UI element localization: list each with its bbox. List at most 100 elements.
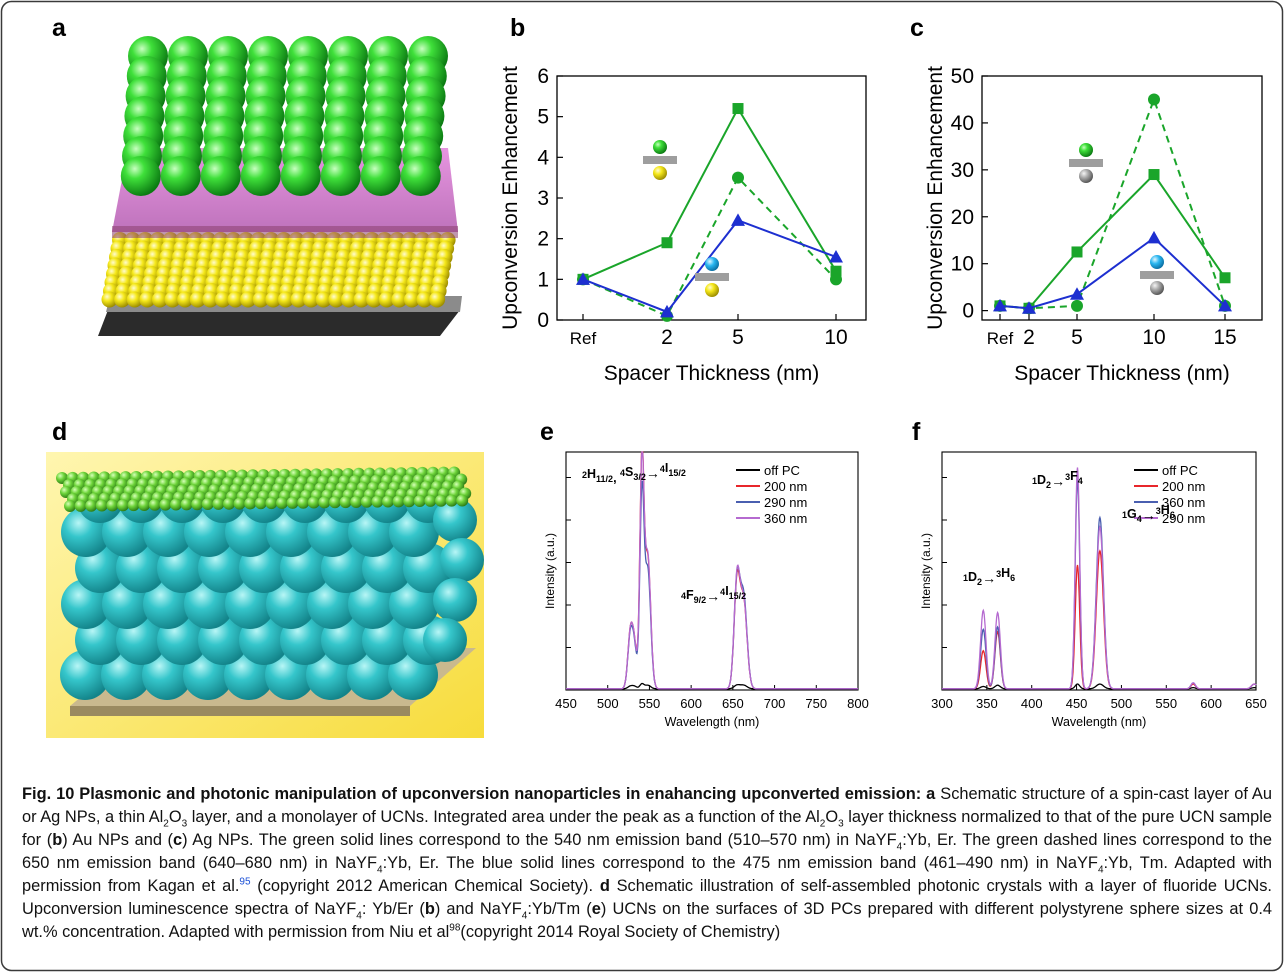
ucn-nanoparticle xyxy=(74,499,87,512)
polystyrene-sphere xyxy=(433,498,477,542)
ucn-nanoparticle xyxy=(360,495,373,508)
caption-part: a xyxy=(921,785,936,803)
transition-label-part: S xyxy=(625,465,633,479)
legend-label: 290 nm xyxy=(1162,511,1205,526)
spectrum-line-0 xyxy=(566,682,858,690)
gold-nanoparticle xyxy=(277,291,294,308)
schematic-plasmonic-stack xyxy=(98,36,462,336)
gold-nanoparticle xyxy=(101,291,118,308)
ucn-nanoparticle xyxy=(435,494,447,507)
data-point-square xyxy=(830,265,842,277)
caption-part: Schematic structure of a spin-cast layer… xyxy=(22,785,1272,826)
gold-nanoparticle xyxy=(139,291,156,308)
caption-part: (copyright 2014 Royal Society of Chemist… xyxy=(460,923,781,941)
x-tick-label: Ref xyxy=(987,329,1014,348)
caption-part: 3 xyxy=(181,818,188,830)
y-axis-label: Upconversion Enhancement xyxy=(924,66,947,330)
transition-label-part: → xyxy=(1051,473,1065,489)
x-tick-label: 450 xyxy=(1066,696,1088,711)
ucn-nanoparticle xyxy=(138,498,151,511)
alumina-layer-edge xyxy=(112,226,458,238)
transition-label-part: , xyxy=(613,471,620,485)
transition-label-part: I xyxy=(665,461,668,475)
ucn-nanoparticle xyxy=(170,498,182,511)
caption-part: 4 xyxy=(896,841,903,853)
caption-part: ) Au NPs and ( xyxy=(62,831,173,849)
data-point-square xyxy=(1219,272,1231,284)
y-tick-label: 50 xyxy=(951,65,974,88)
transition-label-part: 2 xyxy=(1046,480,1051,490)
y-tick-label: 40 xyxy=(951,112,974,135)
x-tick-label: 450 xyxy=(555,696,577,711)
y-tick-label: 5 xyxy=(537,106,549,129)
y-axis-label: Intensity (a.u.) xyxy=(919,533,933,609)
data-point-triangle xyxy=(576,272,590,285)
panel-letter-b: b xyxy=(510,14,525,42)
gold-nanoparticle xyxy=(126,291,143,308)
ucn-nanoparticle xyxy=(329,496,341,509)
caption-part: O xyxy=(825,808,839,826)
polystyrene-sphere xyxy=(433,578,477,622)
ucn-nanoparticle xyxy=(160,156,201,196)
icon-emitter-sphere xyxy=(1079,143,1093,157)
caption-part: O xyxy=(168,808,182,826)
transition-label-part: 2 xyxy=(977,577,982,587)
transition-label-part: D xyxy=(1037,473,1046,487)
chart-c-ag-enhancement: 0 10 20 30 40 50 Ref 2 5 10 15 Spacer Thickness (nm… xyxy=(924,65,1263,385)
gold-nanoparticle xyxy=(252,291,269,308)
x-tick-label: 600 xyxy=(680,696,702,711)
x-tick-label: Ref xyxy=(570,329,597,348)
caption-part: d xyxy=(593,877,610,895)
x-axis-label: Spacer Thickness (nm) xyxy=(604,362,820,385)
caption-part: 2 xyxy=(819,818,826,830)
transition-label-part: F xyxy=(686,588,694,602)
transition-label-part: → xyxy=(646,465,660,481)
gold-nanoparticle xyxy=(151,291,168,308)
data-point-triangle xyxy=(829,249,843,263)
series-line-green-dashed-circle xyxy=(999,96,1226,310)
transition-label: 2H11/2, 4S3/2→4I15/2 xyxy=(582,461,686,485)
caption-part: 4 xyxy=(1097,864,1104,876)
y-tick-label: 30 xyxy=(951,159,974,182)
caption-part: layer, and a monolayer of UCNs. Integrat… xyxy=(187,808,820,826)
ucn-nanoparticle xyxy=(424,494,437,507)
transition-label-part: H xyxy=(587,467,596,481)
gold-nanoparticle xyxy=(189,291,206,308)
transition-label-part: H xyxy=(1161,503,1170,517)
spectrum-line-1 xyxy=(566,451,858,690)
ucn-nanoparticle xyxy=(265,497,278,510)
ucn-nanoparticle xyxy=(445,494,458,507)
caption-part: :Yb, Er. The blue solid lines correspond… xyxy=(382,854,1098,872)
x-tick-label: 750 xyxy=(805,696,827,711)
ucn-nanoparticle xyxy=(117,499,129,512)
panel-letter-d: d xyxy=(52,418,67,446)
y-tick-label: 10 xyxy=(951,253,974,276)
ucn-nanoparticle xyxy=(201,498,214,511)
icon-metal-sphere xyxy=(1150,281,1164,295)
gold-nanoparticle xyxy=(164,291,181,308)
transition-label-part: 1 xyxy=(1122,510,1127,520)
transition-label-part: 1 xyxy=(1032,476,1037,486)
x-tick-label: 5 xyxy=(1071,326,1083,349)
x-axis-label: Wavelength (nm) xyxy=(1052,715,1147,729)
substrate-black-layer xyxy=(98,310,460,336)
caption-reference-link[interactable]: 95 xyxy=(239,876,251,888)
caption-part: 4 xyxy=(521,910,528,922)
caption-part: ) UCNs on the surfaces of 3D PCs prepare… xyxy=(22,900,1272,941)
gold-nanoparticle xyxy=(403,291,420,308)
caption-part: : Yb/Er ( xyxy=(361,900,425,918)
legend-label: 360 nm xyxy=(1162,495,1205,510)
caption-part: ) and NaYF xyxy=(434,900,522,918)
gold-nanoparticle xyxy=(378,291,395,308)
x-tick-label: 800 xyxy=(847,696,869,711)
y-tick-label: 3 xyxy=(537,187,549,210)
ucn-nanoparticle xyxy=(233,497,246,510)
ucn-nanoparticle xyxy=(106,499,119,512)
gold-nanoparticle xyxy=(353,291,370,308)
figure-caption: Fig. 10 Plasmonic and photonic manipulat… xyxy=(22,783,1272,944)
y-axis-label: Intensity (a.u.) xyxy=(543,533,557,609)
ucn-nanoparticle xyxy=(392,495,405,508)
transition-label-part: D xyxy=(968,570,977,584)
transition-label-part: → xyxy=(706,588,720,604)
x-tick-label: 600 xyxy=(1200,696,1222,711)
